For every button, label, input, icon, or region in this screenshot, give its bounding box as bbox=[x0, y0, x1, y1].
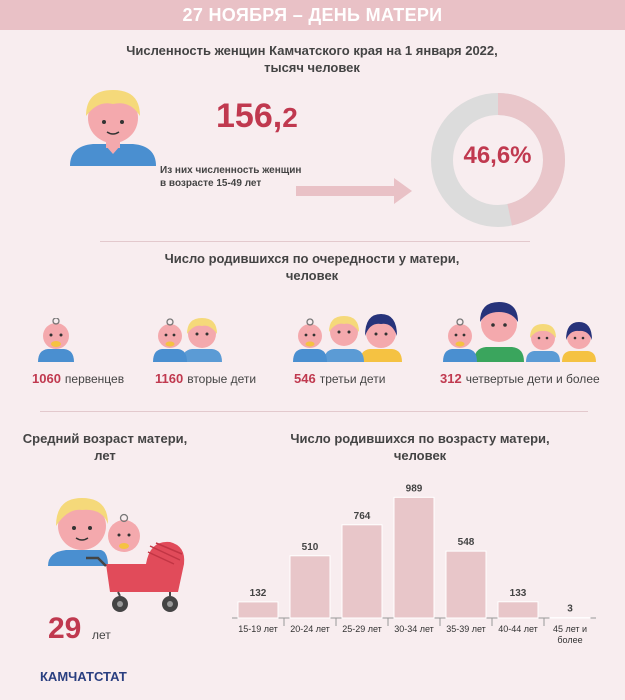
bar-0 bbox=[237, 601, 279, 619]
second-children-icon bbox=[153, 318, 222, 362]
share-donut-chart bbox=[431, 93, 565, 227]
births-by-age-bar-chart: 132 15-19 лет 510 20-24 лет 764 25-29 лет 989 3… bbox=[232, 483, 596, 645]
page-header: 27 НОЯБРЯ – ДЕНЬ МАТЕРИ bbox=[0, 0, 625, 30]
reproductive-age-note-line2: в возрасте 15-49 лет bbox=[160, 178, 262, 189]
birth-order-item-3: 546 третьи дети bbox=[294, 371, 385, 386]
birth-order-value: 546 bbox=[294, 371, 316, 386]
tick-label-6-0: 45 лет и bbox=[553, 624, 587, 634]
arrow-right-icon bbox=[296, 178, 412, 204]
bar-2 bbox=[341, 524, 383, 619]
birth-order-label: четвертые дети и более bbox=[465, 372, 600, 386]
data-label-6: 3 bbox=[567, 604, 573, 615]
footer-brand: КАМЧАТСТАТ bbox=[40, 669, 127, 684]
births-by-age-title: Число родившихся по возрасту матери, чел… bbox=[250, 430, 590, 464]
birth-order-label: вторые дети bbox=[187, 372, 257, 386]
data-label-4: 548 bbox=[458, 537, 475, 548]
birth-order-item-2: 1160 вторые дети bbox=[155, 371, 256, 386]
divider-1 bbox=[100, 241, 530, 242]
birth-order-value: 1160 bbox=[155, 371, 184, 386]
divider-2 bbox=[40, 411, 588, 412]
bar-3 bbox=[393, 496, 435, 619]
women-count-title-line2: тысяч человек bbox=[264, 60, 360, 75]
women-total-decimal: 2 bbox=[282, 102, 298, 133]
reproductive-age-note-line1: Из них численность женщин bbox=[160, 165, 302, 176]
birth-order-title-line2: человек bbox=[285, 268, 339, 283]
data-label-2: 764 bbox=[354, 511, 371, 522]
third-children-icon bbox=[293, 314, 402, 362]
tick-label-1: 20-24 лет bbox=[290, 624, 330, 634]
bar-4 bbox=[445, 550, 487, 619]
birth-order-value: 312 bbox=[440, 371, 462, 386]
birth-order-title: Число родившихся по очередности у матери… bbox=[112, 250, 512, 284]
tick-label-6-1: более bbox=[557, 635, 582, 645]
share-percent-label: 46,6% bbox=[463, 142, 532, 169]
birth-order-item-1: 1060 первенцев bbox=[32, 371, 124, 386]
births-by-age-title-line1: Число родившихся по возрасту матери, bbox=[290, 431, 550, 446]
fourth-children-icon bbox=[443, 302, 596, 362]
women-total-int: 156, bbox=[216, 97, 283, 135]
data-label-0: 132 bbox=[250, 588, 267, 599]
average-age-title-line1: Средний возраст матери, bbox=[22, 431, 188, 446]
average-age-title: Средний возраст матери, лет bbox=[10, 430, 200, 464]
women-count-title: Численность женщин Камчатского края на 1… bbox=[62, 42, 562, 76]
birth-order-label: третьи дети bbox=[319, 372, 386, 386]
average-age-title-line2: лет bbox=[94, 448, 116, 463]
births-by-age-title-line2: человек bbox=[393, 448, 447, 463]
data-label-5: 133 bbox=[510, 588, 527, 599]
average-age-value: 29 bbox=[48, 612, 82, 645]
tick-label-4: 35-39 лет bbox=[446, 624, 486, 634]
tick-label-2: 25-29 лет bbox=[342, 624, 382, 634]
bar-1 bbox=[289, 555, 331, 619]
data-label-1: 510 bbox=[302, 542, 319, 553]
tick-label-5: 40-44 лет bbox=[498, 624, 538, 634]
bar-5 bbox=[497, 601, 539, 619]
first-child-icon bbox=[38, 318, 74, 362]
birth-order-value: 1060 bbox=[32, 371, 61, 386]
reproductive-age-note: Из них численность женщин в возрасте 15-… bbox=[160, 164, 340, 190]
tick-label-0: 15-19 лет bbox=[238, 624, 278, 634]
women-count-title-line1: Численность женщин Камчатского края на 1… bbox=[126, 43, 498, 58]
birth-order-title-line1: Число родившихся по очередности у матери… bbox=[164, 251, 460, 266]
donut-fill bbox=[431, 93, 565, 227]
woman-avatar-icon bbox=[70, 90, 156, 166]
birth-order-item-4: 312 четвертые дети и более bbox=[440, 371, 600, 386]
mother-stroller-icon bbox=[48, 498, 185, 612]
tick-label-3: 30-34 лет bbox=[394, 624, 434, 634]
birth-order-label: первенцев bbox=[64, 372, 125, 386]
data-label-3: 989 bbox=[406, 483, 423, 494]
women-total-number: 156,2 bbox=[216, 97, 298, 136]
average-age-unit: лет bbox=[92, 628, 111, 642]
